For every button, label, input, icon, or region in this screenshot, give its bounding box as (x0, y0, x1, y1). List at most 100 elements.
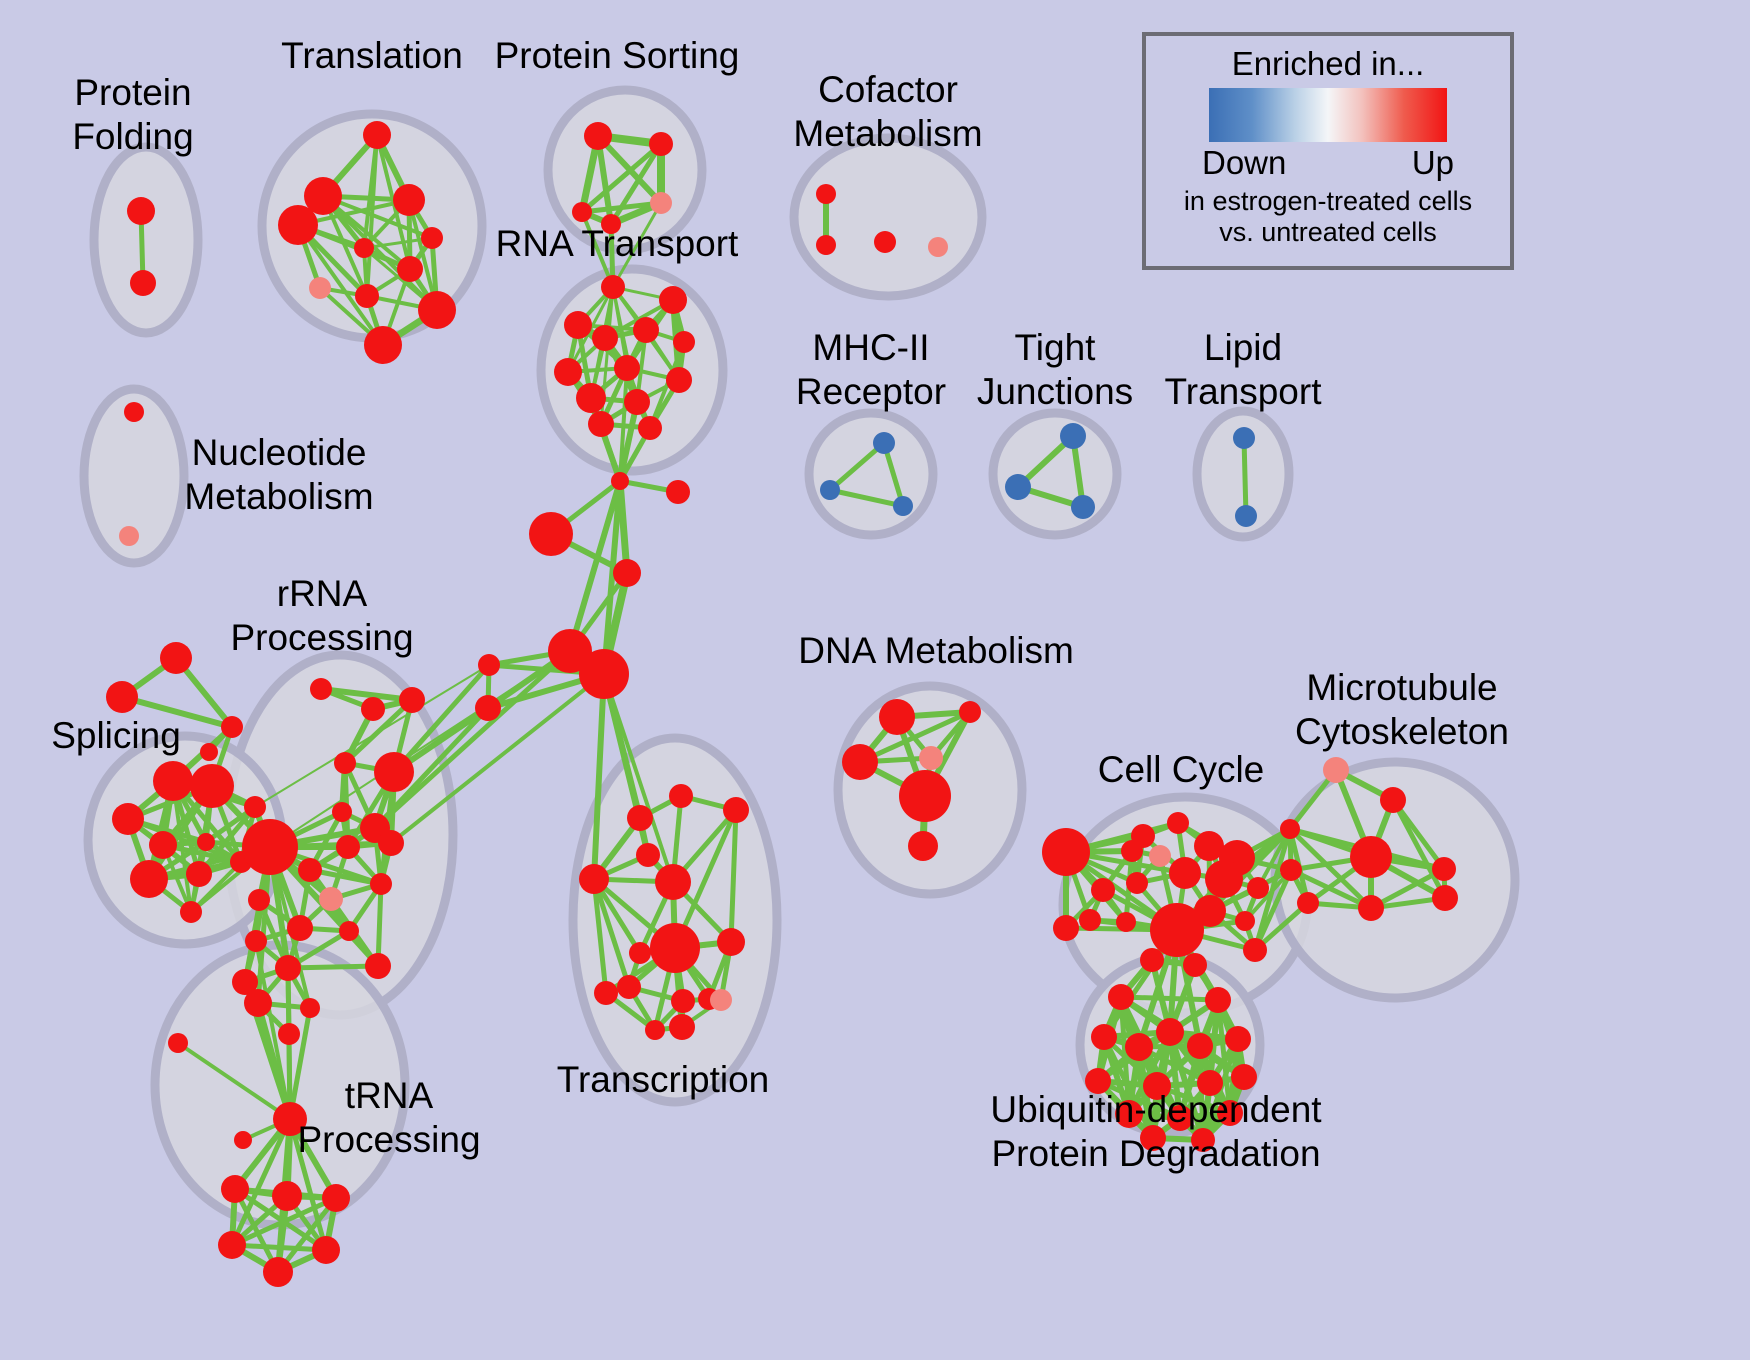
gene-set-node[interactable] (572, 202, 592, 222)
gene-set-node[interactable] (339, 921, 359, 941)
gene-set-node[interactable] (304, 177, 342, 215)
gene-set-node[interactable] (393, 184, 425, 216)
gene-set-node[interactable] (298, 858, 322, 882)
gene-set-node[interactable] (221, 1175, 249, 1203)
gene-set-node[interactable] (361, 697, 385, 721)
gene-set-node[interactable] (1205, 860, 1243, 898)
gene-set-node[interactable] (627, 805, 653, 831)
gene-set-node[interactable] (149, 831, 177, 859)
gene-set-node[interactable] (588, 411, 614, 437)
gene-set-node[interactable] (633, 317, 659, 343)
gene-set-node[interactable] (1042, 828, 1090, 876)
gene-set-node[interactable] (218, 1231, 246, 1259)
gene-set-node[interactable] (842, 744, 878, 780)
gene-set-node[interactable] (1323, 757, 1349, 783)
gene-set-node[interactable] (1091, 1024, 1117, 1050)
gene-set-node[interactable] (1225, 1026, 1251, 1052)
gene-set-node[interactable] (645, 1020, 665, 1040)
gene-set-node[interactable] (671, 989, 695, 1013)
gene-set-node[interactable] (669, 1014, 695, 1040)
gene-set-node[interactable] (234, 1131, 252, 1149)
gene-set-node[interactable] (263, 1257, 293, 1287)
gene-set-node[interactable] (1233, 427, 1255, 449)
gene-set-node[interactable] (584, 122, 612, 150)
gene-set-node[interactable] (548, 629, 592, 673)
gene-set-node[interactable] (242, 819, 298, 875)
gene-set-node[interactable] (1156, 1018, 1184, 1046)
gene-set-node[interactable] (197, 833, 215, 851)
gene-set-node[interactable] (1079, 909, 1101, 931)
gene-set-node[interactable] (112, 803, 144, 835)
gene-set-node[interactable] (106, 681, 138, 713)
gene-set-node[interactable] (1085, 1068, 1111, 1094)
gene-set-node[interactable] (300, 998, 320, 1018)
gene-set-node[interactable] (365, 953, 391, 979)
gene-set-node[interactable] (1108, 984, 1134, 1010)
gene-set-node[interactable] (364, 326, 402, 364)
gene-set-node[interactable] (1125, 1033, 1153, 1061)
gene-set-node[interactable] (168, 1033, 188, 1053)
gene-set-node[interactable] (244, 989, 272, 1017)
gene-set-node[interactable] (153, 761, 193, 801)
gene-set-node[interactable] (1197, 1070, 1223, 1096)
gene-set-node[interactable] (1116, 912, 1136, 932)
gene-set-node[interactable] (1243, 938, 1267, 962)
gene-set-node[interactable] (418, 291, 456, 329)
gene-set-node[interactable] (874, 231, 896, 253)
gene-set-node[interactable] (1194, 895, 1226, 927)
gene-set-node[interactable] (1150, 903, 1204, 957)
gene-set-node[interactable] (363, 121, 391, 149)
gene-set-node[interactable] (221, 716, 243, 738)
gene-set-node[interactable] (601, 275, 625, 299)
gene-set-node[interactable] (1280, 859, 1302, 881)
gene-set-node[interactable] (1140, 1125, 1166, 1151)
gene-set-node[interactable] (1053, 915, 1079, 941)
gene-set-node[interactable] (275, 955, 301, 981)
gene-set-node[interactable] (1358, 895, 1384, 921)
gene-set-node[interactable] (928, 237, 948, 257)
gene-set-node[interactable] (636, 843, 660, 867)
gene-set-node[interactable] (1231, 1064, 1257, 1090)
gene-set-node[interactable] (248, 889, 270, 911)
gene-set-node[interactable] (273, 1102, 307, 1136)
gene-set-node[interactable] (601, 214, 621, 234)
gene-set-node[interactable] (1167, 1105, 1193, 1131)
gene-set-node[interactable] (124, 402, 144, 422)
gene-set-node[interactable] (475, 695, 501, 721)
gene-set-node[interactable] (638, 416, 662, 440)
gene-set-node[interactable] (1235, 505, 1257, 527)
gene-set-node[interactable] (650, 192, 672, 214)
gene-set-node[interactable] (1060, 423, 1086, 449)
gene-set-node[interactable] (554, 358, 582, 386)
gene-set-node[interactable] (579, 649, 629, 699)
gene-set-node[interactable] (710, 989, 732, 1011)
gene-set-node[interactable] (334, 752, 356, 774)
gene-set-node[interactable] (1194, 831, 1224, 861)
gene-set-node[interactable] (378, 830, 404, 856)
gene-set-node[interactable] (666, 480, 690, 504)
gene-set-node[interactable] (180, 901, 202, 923)
gene-set-node[interactable] (1140, 948, 1164, 972)
gene-set-node[interactable] (374, 752, 414, 792)
gene-set-node[interactable] (594, 981, 618, 1005)
gene-set-node[interactable] (816, 184, 836, 204)
gene-set-node[interactable] (820, 480, 840, 500)
gene-set-node[interactable] (959, 701, 981, 723)
gene-set-node[interactable] (272, 1181, 302, 1211)
gene-set-node[interactable] (1126, 872, 1148, 894)
gene-set-node[interactable] (1380, 787, 1406, 813)
gene-set-node[interactable] (614, 355, 640, 381)
gene-set-node[interactable] (899, 770, 951, 822)
gene-set-node[interactable] (200, 743, 218, 761)
gene-set-node[interactable] (613, 559, 641, 587)
gene-set-node[interactable] (287, 915, 313, 941)
gene-set-node[interactable] (312, 1236, 340, 1264)
gene-set-node[interactable] (564, 311, 592, 339)
gene-set-node[interactable] (1115, 1100, 1143, 1128)
gene-set-node[interactable] (399, 687, 425, 713)
gene-set-node[interactable] (893, 496, 913, 516)
gene-set-node[interactable] (421, 227, 443, 249)
gene-set-node[interactable] (1071, 495, 1095, 519)
gene-set-node[interactable] (611, 472, 629, 490)
gene-set-node[interactable] (1091, 878, 1115, 902)
